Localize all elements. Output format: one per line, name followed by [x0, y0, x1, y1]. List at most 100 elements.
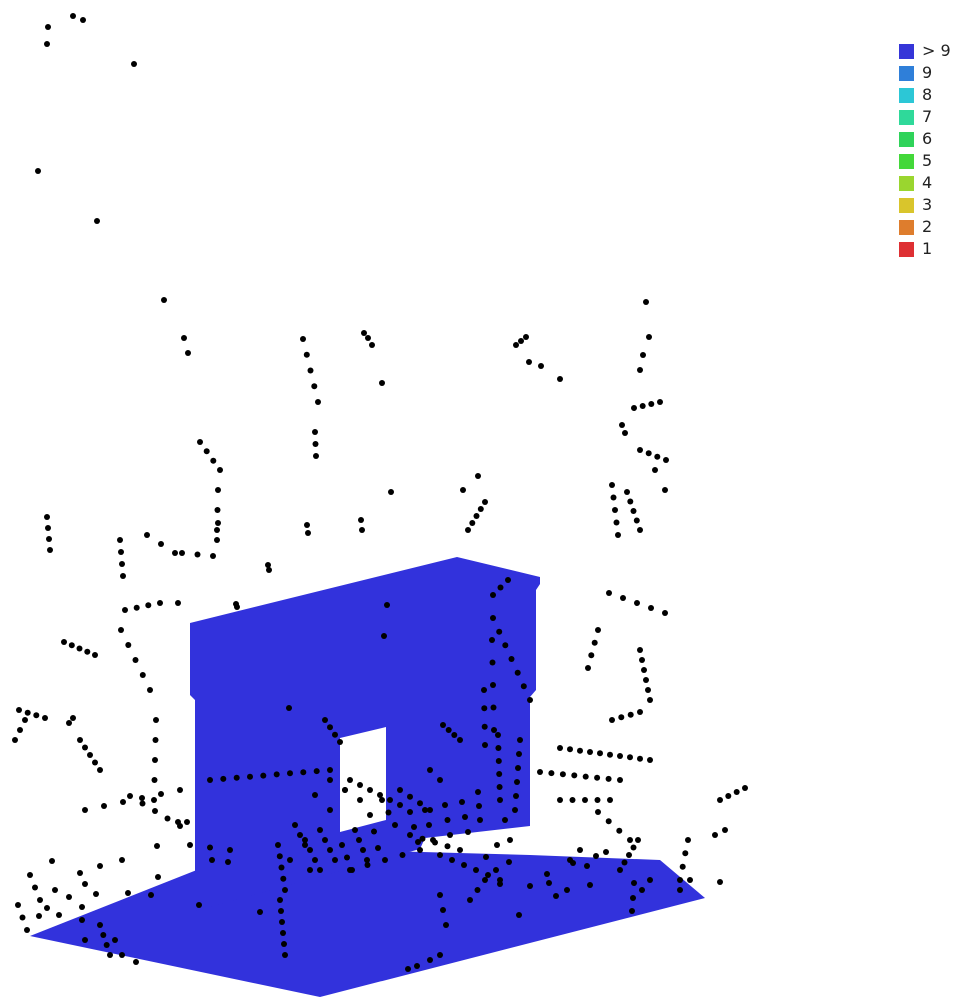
- tie-point: [313, 453, 319, 459]
- tie-point: [307, 847, 313, 853]
- tie-point: [303, 351, 310, 358]
- tie-point: [717, 879, 723, 885]
- tie-point: [451, 732, 458, 738]
- tie-point: [537, 769, 543, 775]
- tie-point: [84, 648, 91, 655]
- tie-point: [344, 854, 350, 861]
- tie-point: [520, 683, 527, 690]
- tie-point: [627, 837, 633, 843]
- tie-point: [607, 797, 613, 803]
- tie-point: [490, 592, 496, 598]
- tie-point: [175, 600, 181, 606]
- tie-point: [312, 429, 318, 435]
- tie-point: [437, 892, 443, 898]
- tie-point: [360, 847, 366, 853]
- tie-point: [342, 787, 348, 793]
- tie-point: [87, 752, 93, 758]
- tie-point: [637, 709, 643, 715]
- tie-point: [47, 547, 53, 553]
- tie-point: [247, 773, 253, 780]
- legend-item-8: 8: [899, 84, 951, 106]
- tie-point: [475, 473, 481, 479]
- tie-point: [637, 447, 643, 453]
- tie-point: [317, 867, 323, 873]
- tie-point: [594, 774, 601, 781]
- tie-point: [278, 864, 285, 871]
- tie-point: [527, 697, 533, 703]
- tie-point: [46, 536, 52, 542]
- tie-point: [327, 847, 333, 853]
- tie-point: [337, 739, 343, 745]
- tie-point: [100, 932, 107, 938]
- tie-point: [712, 832, 718, 838]
- tie-point: [407, 832, 413, 838]
- tie-point: [497, 877, 503, 883]
- tie-point: [327, 767, 333, 773]
- tie-point: [361, 330, 367, 336]
- tie-point: [217, 467, 223, 473]
- tie-point: [120, 799, 126, 805]
- tie-point: [496, 628, 503, 635]
- tie-point: [610, 494, 617, 501]
- tie-point: [617, 777, 623, 783]
- tie-point: [582, 773, 589, 780]
- tie-point: [514, 779, 520, 785]
- tie-point: [214, 527, 220, 533]
- tie-point: [257, 909, 263, 915]
- tie-point: [70, 13, 76, 19]
- tie-point: [493, 867, 499, 873]
- tie-point: [327, 777, 333, 783]
- tie-point: [662, 610, 668, 616]
- tie-point: [77, 737, 83, 743]
- tie-point: [495, 745, 502, 751]
- legend-label: 4: [922, 173, 933, 192]
- tie-point: [282, 952, 288, 958]
- tie-point: [93, 891, 99, 897]
- tie-point: [92, 652, 98, 658]
- tie-point: [397, 802, 403, 808]
- tie-point: [16, 707, 22, 713]
- tie-point: [379, 380, 385, 386]
- tie-point: [437, 852, 443, 858]
- tie-point: [304, 522, 310, 528]
- tie-point: [645, 450, 652, 457]
- reconstructed-mesh: [30, 557, 705, 997]
- tie-point: [582, 797, 588, 803]
- tie-point: [457, 737, 463, 743]
- tie-point: [210, 553, 216, 559]
- legend-item-4: 4: [899, 172, 951, 194]
- legend-item-3: 3: [899, 194, 951, 216]
- tie-point: [52, 887, 58, 893]
- tie-point: [307, 367, 314, 374]
- tie-point: [647, 757, 653, 763]
- tie-point: [595, 809, 601, 815]
- tie-point: [639, 887, 645, 893]
- tie-point: [131, 61, 137, 67]
- tie-point: [523, 334, 529, 340]
- tie-point: [327, 724, 333, 731]
- tie-point: [597, 750, 603, 757]
- legend-item-6: 6: [899, 128, 951, 150]
- tie-point: [210, 457, 217, 464]
- tie-point: [437, 952, 443, 958]
- tie-point: [411, 824, 417, 830]
- tie-point: [513, 342, 519, 348]
- legend-item-5: 5: [899, 150, 951, 172]
- tie-point: [648, 605, 654, 611]
- tie-point: [154, 843, 160, 849]
- tie-point: [482, 742, 488, 748]
- tie-point: [489, 659, 496, 666]
- tie-point: [490, 682, 496, 688]
- tie-point: [465, 527, 471, 533]
- tie-point: [77, 870, 83, 876]
- legend-swatch: [899, 43, 914, 59]
- tie-point: [587, 749, 593, 755]
- tie-point: [287, 857, 293, 863]
- legend-label: 2: [922, 217, 933, 236]
- tie-point: [405, 966, 411, 972]
- tie-point: [635, 837, 641, 843]
- tie-point: [607, 751, 613, 758]
- tie-point: [139, 800, 146, 807]
- tie-point: [627, 498, 634, 505]
- tie-point: [357, 797, 363, 803]
